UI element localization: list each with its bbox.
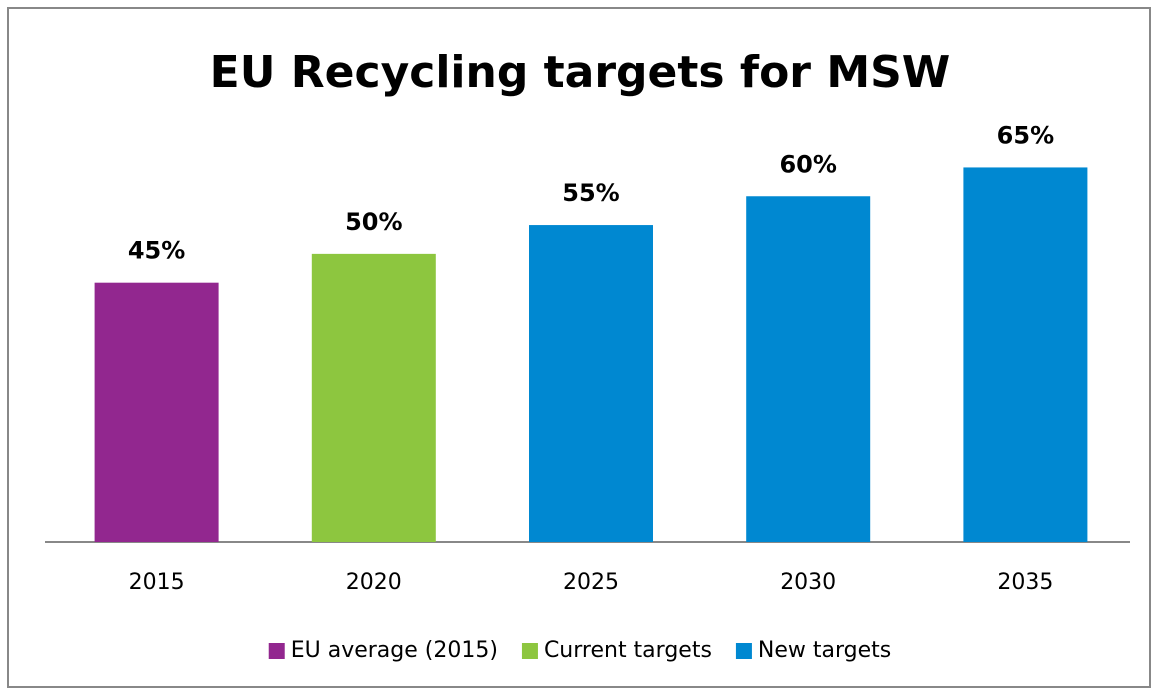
- legend-label: Current targets: [544, 638, 712, 663]
- legend-swatch: [268, 643, 285, 659]
- data-label: 60%: [779, 150, 836, 178]
- chart-title: EU Recycling targets for MSW: [210, 47, 951, 98]
- legend-label: New targets: [758, 638, 891, 663]
- bar: [963, 167, 1088, 542]
- x-tick-label: 2025: [563, 570, 619, 595]
- data-label: 45%: [128, 237, 185, 265]
- bar: [94, 282, 219, 542]
- x-tick-label: 2035: [997, 570, 1053, 595]
- legend-label: EU average (2015): [291, 638, 498, 663]
- data-label: 55%: [562, 179, 619, 207]
- bar: [311, 253, 436, 542]
- bar: [529, 225, 653, 542]
- x-tick-label: 2030: [780, 570, 836, 595]
- legend-swatch: [521, 643, 538, 659]
- data-label: 65%: [997, 121, 1054, 149]
- bar: [746, 196, 871, 542]
- legend-swatch: [735, 643, 752, 659]
- data-label: 50%: [345, 208, 402, 236]
- x-tick-label: 2015: [129, 570, 185, 595]
- x-tick-label: 2020: [346, 570, 402, 595]
